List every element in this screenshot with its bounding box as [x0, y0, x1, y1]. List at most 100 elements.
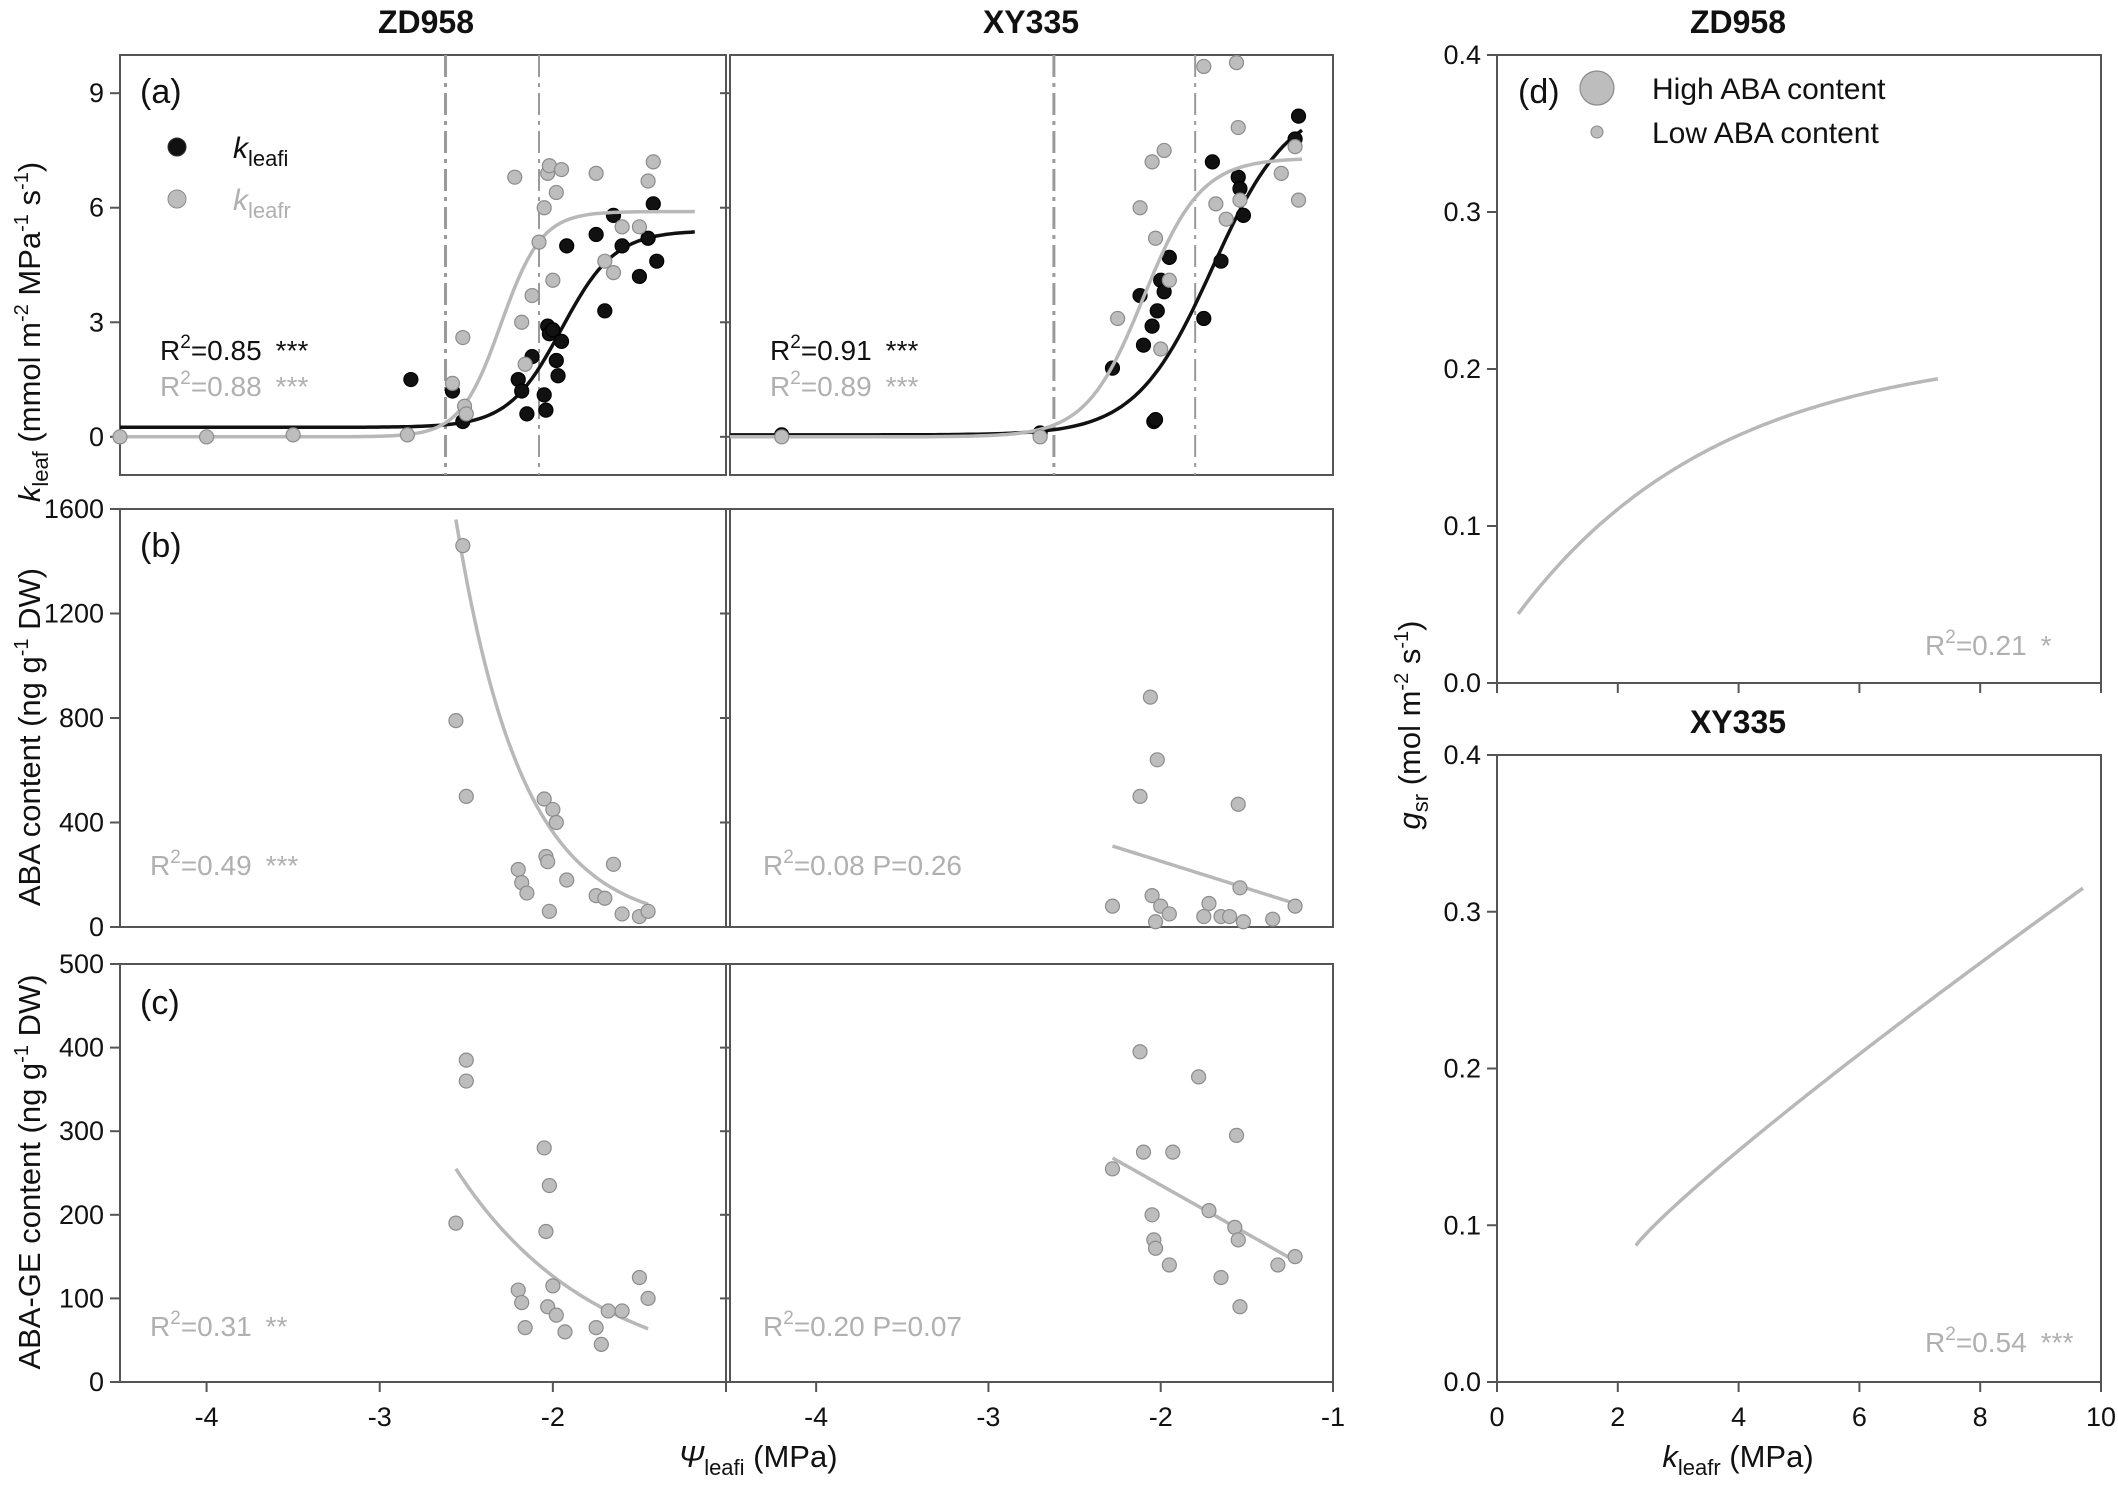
fit-line-gsr: [1516, 377, 1939, 616]
data-point-kleafi: [536, 387, 552, 403]
data-point-kleafr: [588, 165, 604, 181]
data-point-ABA: [1161, 906, 1177, 922]
data-point-ABA-GE: [1161, 1257, 1177, 1273]
stat-label: R2=0.20 P=0.07: [763, 1308, 962, 1342]
y-tick-label: 400: [59, 808, 104, 838]
data-point-kleafi: [631, 268, 648, 285]
data-point-kleafr: [1153, 341, 1169, 357]
y-tick-label: 0.2: [1443, 1054, 1481, 1084]
data-point-ABA-GE: [1227, 1219, 1243, 1235]
y-tick-label: 0.4: [1443, 740, 1481, 770]
title-xy335: XY335: [983, 4, 1079, 40]
legend-label-low-aba: Low ABA content: [1652, 117, 1879, 150]
data-point-kleafr: [1232, 192, 1248, 208]
data-point-ABA: [1230, 796, 1246, 812]
y-tick-label: 400: [59, 1033, 104, 1063]
data-point-kleafr: [458, 406, 474, 422]
stat-label: R2=0.49 ***: [150, 847, 298, 881]
data-point-ABA-GE: [458, 1052, 474, 1068]
x-label-left: Ψleafi (MPa): [678, 1439, 837, 1480]
fit-line-kleafi: [120, 230, 695, 430]
stat-label: R2=0.21 *: [1925, 627, 2052, 661]
stat-label: R2=0.31 **: [150, 1308, 288, 1342]
data-point-kleafr: [198, 429, 215, 445]
data-point-kleafr: [1218, 211, 1234, 227]
panel-label-b: (b): [140, 527, 182, 565]
stat-label: R2=0.89 ***: [770, 368, 918, 402]
data-point-kleafi: [1235, 207, 1252, 223]
y-tick-label: 500: [59, 949, 104, 979]
legend-marker-high-aba: [1579, 70, 1615, 106]
x-tick-label: -3: [976, 1402, 1000, 1432]
data-point-kleafi: [1147, 412, 1164, 428]
data-point-ABA-GE: [510, 1282, 526, 1298]
data-point-ABA-GE: [458, 1073, 474, 1089]
y-tick-label: 6: [89, 193, 104, 223]
data-point-kleafr: [553, 161, 570, 178]
data-point-ABA-GE: [1230, 1232, 1246, 1248]
x-tick-label: 0: [1489, 1402, 1504, 1432]
x-tick-label: 10: [2086, 1402, 2116, 1432]
panel-a-ZD958: 0 3 6 9 R2=0.85 ***R2=0.88 ***: [89, 54, 727, 476]
x-tick-label: -4: [195, 1402, 219, 1432]
y-tick-label: 0: [89, 912, 104, 942]
fit-line-kleafr: [730, 157, 1303, 439]
data-point-ABA: [540, 854, 556, 870]
data-point-kleafi: [559, 238, 575, 254]
data-point-ABA-GE: [1135, 1144, 1152, 1160]
data-point-kleafr: [1228, 55, 1245, 71]
data-point-kleafr: [548, 184, 564, 201]
y-tick-label: 0.4: [1443, 40, 1481, 70]
data-point-ABA: [1142, 689, 1158, 705]
plot-frame: [119, 54, 727, 476]
data-point-kleafi: [550, 368, 566, 384]
data-point-kleafr: [1032, 429, 1048, 445]
title-d-zd958: ZD958: [1690, 4, 1786, 40]
y-tick-label: 1600: [44, 494, 104, 524]
data-point-ABA: [536, 791, 552, 807]
data-point-ABA-GE: [541, 1177, 557, 1194]
data-point-kleafr: [1208, 196, 1224, 212]
legend-label-kleafi: kleafi: [233, 132, 288, 171]
data-point-ABA-GE: [640, 1290, 656, 1307]
data-point-kleafi: [1213, 253, 1229, 269]
x-tick-label: -4: [804, 1402, 828, 1432]
data-point-kleafi: [1290, 108, 1307, 124]
data-point-ABA-GE: [538, 1223, 554, 1240]
data-point-ABA-GE: [545, 1278, 561, 1294]
x-tick-label: 4: [1731, 1402, 1746, 1432]
data-point-ABA: [1287, 898, 1303, 914]
data-point-ABA: [559, 872, 575, 888]
data-point-kleafi: [1135, 337, 1152, 353]
data-point-kleafr: [1230, 119, 1246, 136]
y-label-c: ABA-GE content (ng g-1 DW): [11, 974, 47, 1369]
data-point-ABA: [597, 890, 613, 906]
data-point-kleafr: [1196, 58, 1212, 75]
data-point-ABA: [545, 801, 561, 818]
data-point-kleafi: [1149, 303, 1165, 319]
y-tick-label: 100: [59, 1283, 104, 1313]
data-point-kleafr: [545, 272, 561, 288]
data-point-kleafr: [524, 287, 540, 304]
stat-label: R2=0.91 ***: [770, 332, 918, 366]
title-zd958: ZD958: [378, 4, 474, 40]
data-point-kleafi: [614, 238, 630, 254]
data-point-ABA-GE: [548, 1307, 564, 1323]
stat-label: R2=0.54 ***: [1925, 1324, 2073, 1358]
legend-marker-kleafi: [167, 137, 187, 157]
data-point-kleafr: [1290, 192, 1307, 208]
data-point-kleafr: [444, 375, 461, 391]
data-point-ABA-GE: [1232, 1299, 1248, 1315]
x-tick-label: 2: [1610, 1402, 1625, 1432]
data-point-ABA-GE: [536, 1140, 552, 1156]
data-point-ABA-GE: [557, 1324, 573, 1340]
y-tick-label: 1200: [44, 599, 104, 629]
data-point-ABA-GE: [614, 1303, 630, 1319]
data-point-kleafr: [1273, 165, 1289, 181]
legend-label-kleafr: kleafr: [233, 184, 291, 223]
data-point-ABA-GE: [588, 1320, 604, 1336]
data-point-ABA-GE: [448, 1215, 464, 1231]
data-point-kleafr: [112, 429, 128, 445]
plot-frame: [729, 54, 1334, 476]
